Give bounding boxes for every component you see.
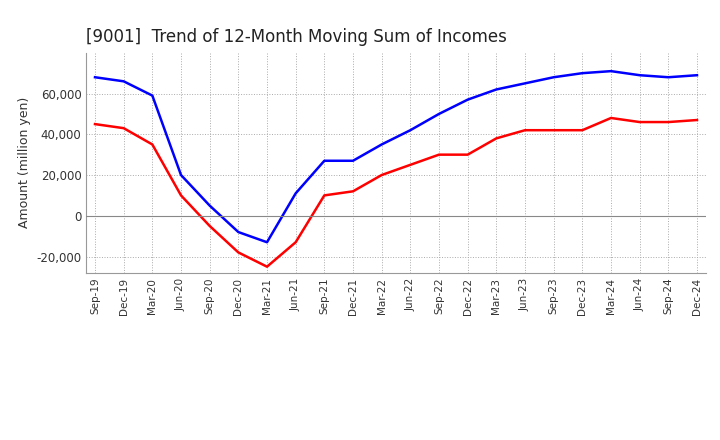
Ordinary Income <box>148 93 157 98</box>
Net Income <box>607 115 616 121</box>
Net Income <box>320 193 328 198</box>
Line: Ordinary Income: Ordinary Income <box>95 71 697 242</box>
Net Income <box>635 119 644 125</box>
Net Income <box>521 128 529 133</box>
Ordinary Income <box>664 75 672 80</box>
Net Income <box>292 240 300 245</box>
Net Income <box>492 136 500 141</box>
Ordinary Income <box>205 203 214 208</box>
Ordinary Income <box>635 73 644 78</box>
Net Income <box>263 264 271 269</box>
Net Income <box>234 250 243 255</box>
Net Income <box>578 128 587 133</box>
Ordinary Income <box>234 229 243 235</box>
Net Income <box>464 152 472 157</box>
Net Income <box>435 152 444 157</box>
Net Income <box>176 193 185 198</box>
Ordinary Income <box>292 191 300 196</box>
Y-axis label: Amount (million yen): Amount (million yen) <box>18 97 31 228</box>
Net Income <box>549 128 558 133</box>
Ordinary Income <box>263 240 271 245</box>
Net Income <box>664 119 672 125</box>
Net Income <box>348 189 357 194</box>
Ordinary Income <box>549 75 558 80</box>
Net Income <box>120 125 128 131</box>
Ordinary Income <box>435 111 444 117</box>
Net Income <box>693 117 701 123</box>
Ordinary Income <box>693 73 701 78</box>
Text: [9001]  Trend of 12-Month Moving Sum of Incomes: [9001] Trend of 12-Month Moving Sum of I… <box>86 28 508 46</box>
Ordinary Income <box>320 158 328 163</box>
Ordinary Income <box>406 128 415 133</box>
Net Income <box>205 224 214 229</box>
Net Income <box>148 142 157 147</box>
Ordinary Income <box>176 172 185 178</box>
Legend: Ordinary Income, Net Income: Ordinary Income, Net Income <box>243 438 549 440</box>
Ordinary Income <box>120 79 128 84</box>
Net Income <box>406 162 415 168</box>
Ordinary Income <box>521 81 529 86</box>
Ordinary Income <box>377 142 386 147</box>
Line: Net Income: Net Income <box>95 118 697 267</box>
Ordinary Income <box>464 97 472 102</box>
Net Income <box>377 172 386 178</box>
Ordinary Income <box>607 69 616 74</box>
Net Income <box>91 121 99 127</box>
Ordinary Income <box>348 158 357 163</box>
Ordinary Income <box>492 87 500 92</box>
Ordinary Income <box>578 70 587 76</box>
Ordinary Income <box>91 75 99 80</box>
